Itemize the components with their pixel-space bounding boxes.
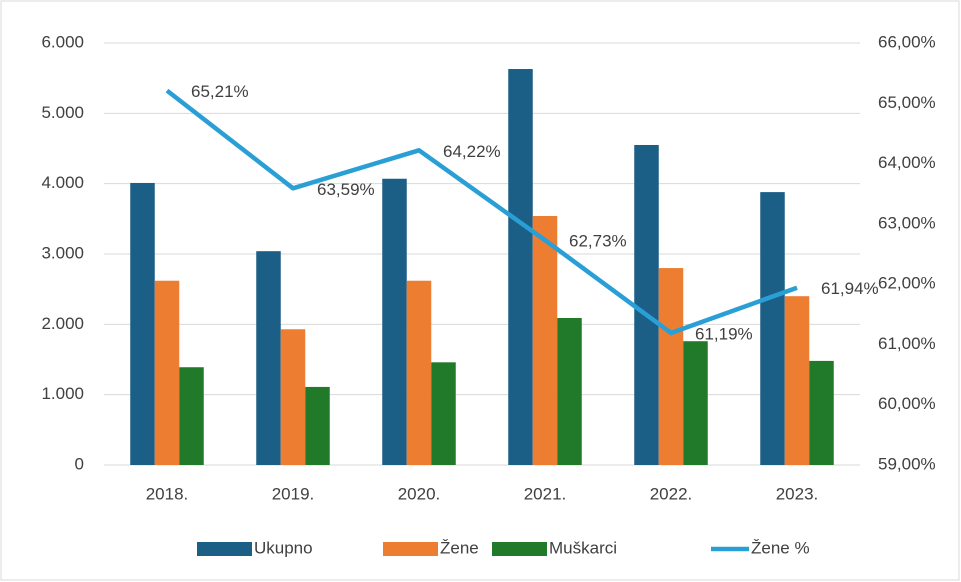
legend-swatch [383,542,438,556]
data-label: 64,22% [443,142,501,161]
bar [179,367,204,465]
bar [130,182,155,466]
bar [634,144,659,465]
y2-tick-label: 59,00% [878,454,936,473]
bar [658,268,684,465]
y2-tick-label: 62,00% [878,274,936,293]
bar [760,192,785,465]
x-tick-label: 2021. [524,484,567,503]
y-tick-label: 4.000 [41,173,84,192]
x-tick-label: 2022. [650,484,693,503]
y2-tick-label: 61,00% [878,334,936,353]
y-tick-label: 5.000 [41,103,84,122]
y-tick-label: 3.000 [41,243,84,262]
y-tick-label: 0 [75,454,84,473]
data-label: 63,59% [317,180,375,199]
bar [557,318,582,465]
y-tick-label: 6.000 [41,32,84,51]
bar [280,329,306,465]
legend-swatch [492,542,547,556]
data-label: 61,19% [695,324,753,343]
bar [382,178,407,465]
bar [784,296,810,465]
bar [809,360,834,465]
x-tick-label: 2020. [398,484,441,503]
line [165,88,798,336]
x-tick-label: 2018. [146,484,189,503]
y2-tick-label: 63,00% [878,213,936,232]
bar [256,251,281,465]
y2-tick-label: 65,00% [878,93,936,112]
y-tick-label: 2.000 [41,314,84,333]
bar [431,362,456,465]
bar [683,341,708,465]
data-label: 62,73% [569,232,627,251]
y2-tick-label: 60,00% [878,394,936,413]
y2-tick-label: 64,00% [878,153,936,172]
legend-label: Ukupno [254,538,313,557]
y-tick-label: 1.000 [41,384,84,403]
legend-label: Žene % [751,538,810,557]
bar [406,280,432,465]
data-label: 65,21% [191,82,249,101]
bar [154,280,180,465]
x-tick-label: 2023. [776,484,819,503]
x-tick-label: 2019. [272,484,315,503]
legend-label: Žene [440,538,479,557]
bar [532,216,558,465]
legend-swatch [197,542,252,556]
bar [305,386,330,465]
data-label: 61,94% [821,279,879,298]
y2-tick-label: 66,00% [878,32,936,51]
legend-label: Muškarci [549,538,617,557]
bar [508,69,533,466]
